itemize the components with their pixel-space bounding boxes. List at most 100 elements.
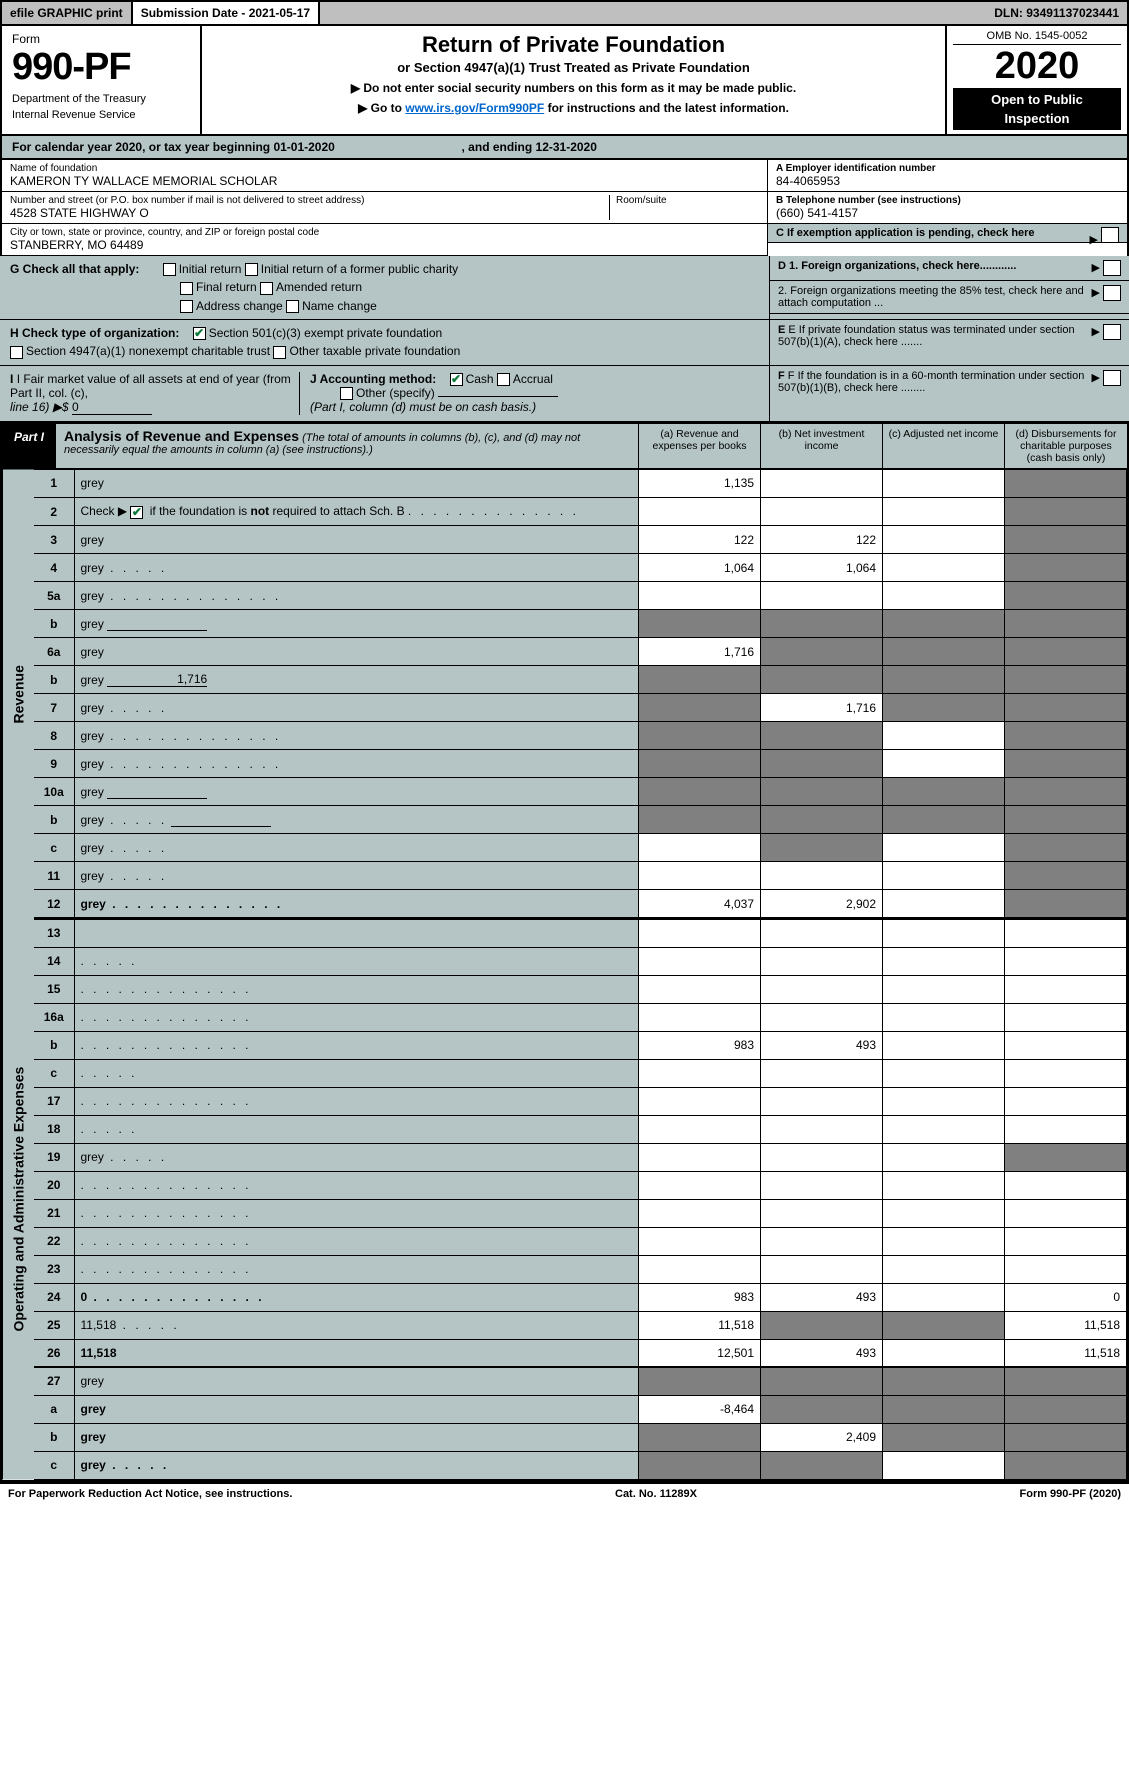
cell-col-a	[639, 919, 761, 947]
row-number: 16a	[34, 1003, 74, 1031]
row-description	[74, 1115, 639, 1143]
row-number: 21	[34, 1199, 74, 1227]
e-row: E E If private foundation status was ter…	[770, 320, 1129, 365]
checkbox-name-change[interactable]	[286, 300, 299, 313]
cell-col-b	[761, 806, 883, 834]
top-bar: efile GRAPHIC print Submission Date - 20…	[0, 0, 1129, 26]
checkbox-initial-former[interactable]	[245, 263, 258, 276]
checkbox-addr-change[interactable]	[180, 300, 193, 313]
footer-mid: Cat. No. 11289X	[615, 1488, 697, 1500]
cell-col-b	[761, 750, 883, 778]
row-description: grey	[74, 1395, 639, 1423]
header-center: Return of Private Foundation or Section …	[202, 26, 947, 134]
row-description	[74, 975, 639, 1003]
goto-prefix: ▶ Go to	[358, 101, 405, 115]
row-number: 27	[34, 1367, 74, 1395]
row-description: grey 1,716	[74, 666, 639, 694]
col-b-head: (b) Net investment income	[761, 424, 883, 468]
checkbox-4947[interactable]	[10, 346, 23, 359]
cell-col-a: -8,464	[639, 1395, 761, 1423]
cell-col-b	[761, 1115, 883, 1143]
checkbox-other-method[interactable]	[340, 387, 353, 400]
checkbox-initial[interactable]	[163, 263, 176, 276]
row-description: grey	[74, 638, 639, 666]
cell-col-d	[1005, 722, 1127, 750]
irs-link[interactable]: www.irs.gov/Form990PF	[405, 101, 544, 115]
cell-col-d	[1005, 1451, 1127, 1479]
table-row: 4grey1,0641,064	[34, 554, 1127, 582]
cal-year-prefix: For calendar year 2020, or tax year begi…	[12, 140, 335, 154]
cell-col-c	[883, 526, 1005, 554]
part1-title: Analysis of Revenue and Expenses (The to…	[56, 424, 639, 468]
row-description: 11,518	[74, 1311, 639, 1339]
cell-col-d	[1005, 526, 1127, 554]
checkbox-final[interactable]	[180, 282, 193, 295]
row-number: 18	[34, 1115, 74, 1143]
form-number: 990-PF	[12, 46, 190, 89]
dept-label: Department of the Treasury	[12, 93, 190, 105]
row-description: grey	[74, 554, 639, 582]
addr-cell: Number and street (or P.O. box number if…	[2, 192, 767, 224]
row-number: 7	[34, 694, 74, 722]
footer-left: For Paperwork Reduction Act Notice, see …	[8, 1488, 292, 1500]
row-description: grey	[74, 890, 639, 918]
row-number: 11	[34, 862, 74, 890]
form-word: Form	[12, 32, 190, 46]
row-description	[74, 1227, 639, 1255]
header-right: OMB No. 1545-0052 2020 Open to Public In…	[947, 26, 1127, 134]
checkbox-501c3[interactable]	[193, 327, 206, 340]
open-public-1: Open to Public	[953, 88, 1121, 111]
city-label: City or town, state or province, country…	[10, 227, 759, 238]
cell-col-d	[1005, 666, 1127, 694]
cell-col-c	[883, 834, 1005, 862]
table-row: cgrey	[34, 1451, 1127, 1479]
cell-col-c	[883, 1171, 1005, 1199]
cell-col-c	[883, 1199, 1005, 1227]
cell-col-d: 0	[1005, 1283, 1127, 1311]
row-number: 10a	[34, 778, 74, 806]
form-title: Return of Private Foundation	[212, 32, 935, 58]
addr-label: Number and street (or P.O. box number if…	[10, 195, 609, 206]
info-right: A Employer identification number 84-4065…	[767, 160, 1127, 256]
cell-col-c	[883, 778, 1005, 806]
cell-col-a	[639, 1227, 761, 1255]
i-value: 0	[72, 400, 152, 415]
g-label: G Check all that apply:	[10, 262, 139, 276]
i-label: I Fair market value of all assets at end…	[10, 372, 291, 400]
cell-col-d	[1005, 1423, 1127, 1451]
city-cell: City or town, state or province, country…	[2, 224, 767, 256]
checkbox-amended[interactable]	[260, 282, 273, 295]
table-row: cgrey	[34, 834, 1127, 862]
checkbox-cash[interactable]	[450, 373, 463, 386]
cell-col-b	[761, 1367, 883, 1395]
row-number: 14	[34, 947, 74, 975]
col-d-head: (d) Disbursements for charitable purpose…	[1005, 424, 1127, 468]
row-description: grey	[74, 1367, 639, 1395]
row-number: b	[34, 1031, 74, 1059]
cell-col-a	[639, 1059, 761, 1087]
cell-col-c	[883, 1423, 1005, 1451]
cell-col-b	[761, 834, 883, 862]
expenses-side-label: Operating and Administrative Expenses	[2, 918, 34, 1480]
revenue-section: Revenue 1grey1,1352Check ▶ if the founda…	[0, 470, 1129, 919]
cell-col-d	[1005, 1031, 1127, 1059]
cell-col-d	[1005, 1059, 1127, 1087]
cell-col-c	[883, 470, 1005, 498]
cell-col-c	[883, 554, 1005, 582]
cell-col-c	[883, 1003, 1005, 1031]
table-row: c	[34, 1059, 1127, 1087]
cell-col-a	[639, 834, 761, 862]
name-cell: Name of foundation KAMERON TY WALLACE ME…	[2, 160, 767, 192]
checkbox-accrual[interactable]	[497, 373, 510, 386]
cell-col-c	[883, 1227, 1005, 1255]
row-number: b	[34, 1423, 74, 1451]
cell-col-a	[639, 610, 761, 638]
cell-col-b	[761, 862, 883, 890]
cell-col-c	[883, 1087, 1005, 1115]
checkbox-other-taxable[interactable]	[273, 346, 286, 359]
footer-right: Form 990-PF (2020)	[1020, 1488, 1121, 1500]
cell-col-d	[1005, 890, 1127, 918]
tax-year: 2020	[953, 45, 1121, 88]
g-h-row: G Check all that apply: Initial return I…	[0, 256, 1129, 320]
ij-section: I I Fair market value of all assets at e…	[0, 366, 769, 421]
